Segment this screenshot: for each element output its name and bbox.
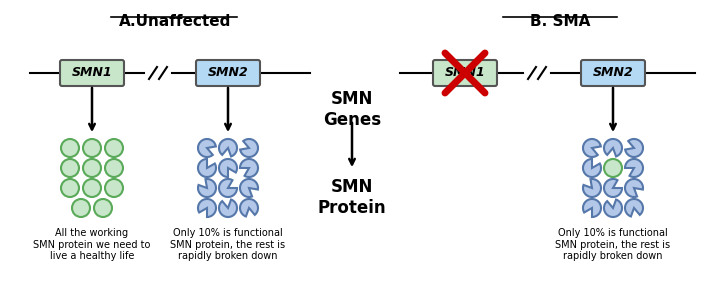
Circle shape [83, 139, 101, 157]
Circle shape [61, 179, 79, 197]
Wedge shape [219, 179, 237, 197]
Circle shape [83, 159, 101, 177]
Wedge shape [198, 199, 216, 217]
Circle shape [105, 179, 123, 197]
Wedge shape [625, 179, 643, 197]
Wedge shape [625, 139, 643, 157]
Wedge shape [198, 139, 216, 157]
FancyBboxPatch shape [433, 60, 497, 86]
Wedge shape [198, 179, 216, 197]
FancyBboxPatch shape [60, 60, 124, 86]
Text: SMN2: SMN2 [207, 67, 248, 79]
Text: Only 10% is functional
SMN protein, the rest is
rapidly broken down: Only 10% is functional SMN protein, the … [170, 228, 285, 261]
Wedge shape [240, 159, 258, 177]
Text: SMN
Genes: SMN Genes [323, 90, 381, 129]
Circle shape [105, 139, 123, 157]
Wedge shape [604, 139, 622, 156]
Wedge shape [583, 139, 601, 157]
Wedge shape [583, 179, 601, 197]
Text: SMN1: SMN1 [444, 67, 485, 79]
Circle shape [105, 159, 123, 177]
Text: B. SMA: B. SMA [530, 14, 591, 29]
Circle shape [604, 159, 622, 177]
Wedge shape [198, 159, 216, 177]
Wedge shape [583, 199, 601, 217]
Wedge shape [240, 179, 258, 197]
FancyBboxPatch shape [581, 60, 645, 86]
Wedge shape [583, 159, 601, 177]
Wedge shape [625, 199, 643, 216]
Text: Only 10% is functional
SMN protein, the rest is
rapidly broken down: Only 10% is functional SMN protein, the … [555, 228, 671, 261]
Wedge shape [219, 139, 237, 156]
Wedge shape [219, 199, 237, 217]
Text: SMN
Protein: SMN Protein [318, 178, 387, 217]
Text: All the working
SMN protein we need to
live a healthy life: All the working SMN protein we need to l… [33, 228, 150, 261]
Circle shape [61, 139, 79, 157]
Text: SMN2: SMN2 [593, 67, 633, 79]
Wedge shape [240, 199, 258, 216]
Circle shape [72, 199, 90, 217]
Circle shape [83, 179, 101, 197]
Text: SMN1: SMN1 [72, 67, 112, 79]
Wedge shape [625, 159, 643, 177]
Wedge shape [604, 199, 622, 217]
Wedge shape [219, 159, 237, 177]
FancyBboxPatch shape [196, 60, 260, 86]
Text: A.Unaffected: A.Unaffected [119, 14, 231, 29]
Circle shape [94, 199, 112, 217]
Circle shape [61, 159, 79, 177]
Wedge shape [604, 179, 622, 197]
Wedge shape [240, 139, 258, 157]
